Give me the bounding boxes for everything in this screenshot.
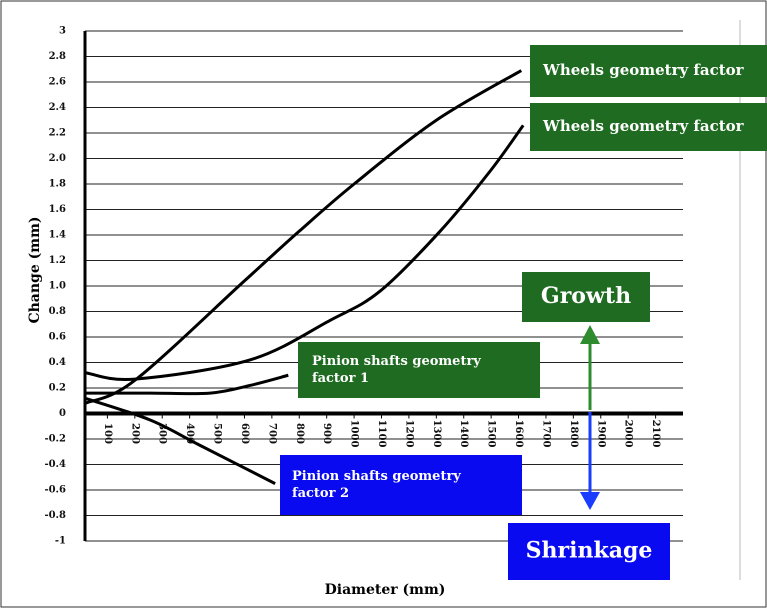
series-line (85, 124, 525, 381)
y-tick-label: 2.6 (49, 77, 66, 88)
x-tick-label: 500 (212, 423, 223, 444)
y-tick-label: 2.8 (49, 51, 66, 62)
x-tick-label: 300 (157, 423, 168, 444)
annotation-text: factor 1 (312, 371, 369, 386)
annotation-box (280, 455, 522, 515)
y-tick-label: -0.8 (44, 510, 66, 521)
annotation-box (508, 523, 670, 580)
x-tick-label: 600 (239, 423, 250, 444)
x-tick-label: 800 (294, 423, 305, 444)
x-tick-label: 2100 (650, 420, 661, 448)
y-tick-label: -0.2 (44, 434, 66, 445)
y-tick-label: 2.2 (49, 128, 66, 139)
annotation-text: Growth (541, 283, 631, 309)
x-tick-label: 2000 (623, 420, 634, 448)
x-tick-label: 200 (129, 423, 140, 444)
annotation-box (530, 103, 767, 151)
x-tick-label: 1600 (513, 420, 524, 448)
y-tick-label: 0.6 (49, 332, 66, 343)
x-tick-label: 900 (321, 423, 332, 444)
y-tick-label: -0.4 (44, 459, 66, 470)
series-line (84, 69, 523, 405)
y-tick-label: 1.8 (49, 179, 66, 190)
x-tick-label: 1500 (486, 420, 497, 448)
series-line (84, 396, 276, 485)
y-tick-label: 0.2 (49, 383, 66, 394)
series-line (85, 373, 289, 396)
x-tick-label: 1900 (595, 420, 606, 448)
x-tick-label: 1800 (568, 420, 579, 448)
y-tick-label: 0 (59, 408, 66, 419)
x-tick-label: 1300 (431, 420, 442, 448)
x-tick-label: 1200 (403, 420, 414, 448)
x-tick-label: 100 (102, 423, 113, 444)
annotation-box (298, 342, 540, 398)
y-tick-label: 2.0 (49, 153, 66, 164)
annotation-box (522, 272, 650, 322)
y-tick-label: 1.4 (49, 230, 66, 241)
y-tick-label: 1.6 (49, 204, 66, 215)
y-tick-label: 3 (59, 26, 66, 37)
shrink-arrowhead (580, 492, 600, 510)
annotation-text: Shrinkage (526, 538, 653, 564)
x-tick-label: 1700 (540, 420, 551, 448)
annotation-text: factor 2 (292, 486, 349, 501)
y-tick-label: -1 (55, 536, 66, 547)
x-tick-label: 700 (266, 423, 277, 444)
annotation-box (530, 45, 767, 97)
y-tick-label: 1.0 (49, 281, 66, 292)
x-axis-label: Diameter (mm) (325, 582, 446, 598)
y-tick-label: 0.4 (49, 357, 66, 368)
x-tick-label: 1100 (376, 420, 387, 448)
annotation-text: Pinion shafts geometry (292, 469, 461, 484)
y-tick-label: 1.2 (49, 255, 66, 266)
annotation-text: Wheels geometry factor (542, 61, 745, 79)
y-tick-label: 2.4 (49, 102, 66, 113)
y-tick-label: 0.8 (49, 306, 66, 317)
annotation-text: Pinion shafts geometry (312, 354, 481, 369)
x-tick-label: 400 (184, 423, 195, 444)
y-tick-label: -0.6 (44, 485, 66, 496)
x-tick-label: 1000 (349, 420, 360, 448)
growth-arrowhead (580, 325, 600, 344)
annotation-text: Wheels geometry factor (542, 117, 745, 135)
y-axis-label: Change (mm) (27, 216, 43, 323)
x-tick-label: 1400 (458, 420, 469, 448)
